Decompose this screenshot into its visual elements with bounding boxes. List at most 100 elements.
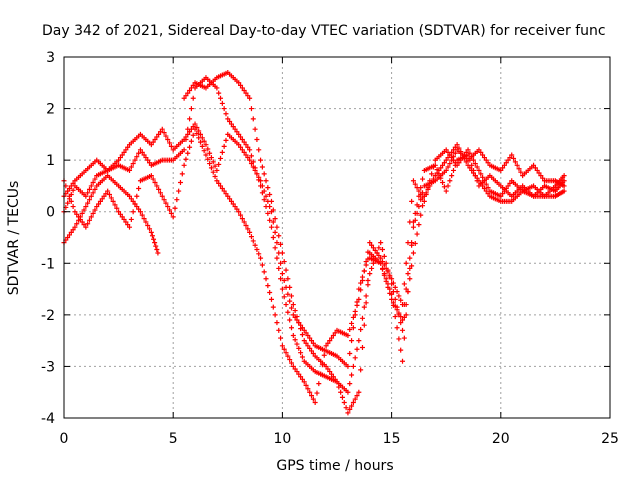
data-point-trail [241,149,247,155]
data-point [443,157,449,163]
data-point-trail [243,142,249,148]
data-point [116,209,122,215]
data-point-trail [223,137,229,143]
data-point [258,183,264,189]
data-point-trail [347,381,353,387]
data-point-trail [85,200,91,206]
data-point-trail [174,197,180,203]
data-point-trail [343,405,349,411]
data-point-trail [287,298,293,304]
data-point-trail [218,95,224,101]
data-point-trail [501,188,507,194]
data-point-trail [307,389,313,395]
data-point-trail [350,400,356,406]
data-point-trail [227,118,233,124]
data-point-trail [347,351,353,357]
data-point-trail [416,204,422,210]
data-point [192,126,198,132]
data-point-trail [440,162,446,168]
data-point-trail [292,308,298,314]
data-point-trail [121,216,127,222]
data-point-trail [259,262,265,268]
data-point-trail [319,362,325,368]
data-point-trail [267,192,273,198]
data-point-trail [259,164,265,170]
data-point [83,193,89,199]
data-point-trail [263,204,269,210]
data-point-trail [414,185,420,191]
data-point-trail [299,376,305,382]
data-point [312,400,318,406]
data-point-trail [385,284,391,290]
data-point-trail [294,369,300,375]
data-point-trail [318,371,324,377]
data-point-trail [298,326,304,332]
data-point-trail [289,360,294,366]
data-point-trail [390,280,396,286]
data-point-trail [452,144,458,150]
data-point-trail [139,149,145,155]
data-point-trail [383,278,389,284]
data-point-trail [538,173,544,179]
data-point-trail [380,259,385,265]
data-point-trail [332,376,338,382]
data-point-trail [289,293,294,299]
data-point-trail [418,212,424,218]
data-point-trail [369,265,375,271]
data-point-trail [481,178,487,184]
data-point-trail [350,363,356,369]
data-point-trail [128,164,134,170]
data-point-trail [274,255,280,261]
data-point-trail [272,229,278,235]
data-point-trail [265,185,271,191]
data-point-trail [398,347,404,353]
data-point-trail [359,345,365,351]
data-point-trail [185,131,191,137]
data-point-trail [150,139,156,145]
data-point-trail [274,224,280,230]
data-point-trail [230,124,236,130]
data-point-trail [463,149,469,155]
data-point-trail [403,286,409,292]
data-point-trail [381,262,387,268]
data-point-trail [232,204,238,210]
x-tick-label: 0 [60,431,69,447]
data-point-trail [347,406,353,412]
data-point-trail [461,152,467,158]
data-point-trail [218,155,224,161]
data-point-trail [188,138,194,144]
data-point-trail [274,320,280,326]
data-point-trail [70,187,76,193]
data-point-trail [263,178,269,184]
data-point-trail [194,130,200,136]
data-point [410,224,416,230]
data-point-trail [70,227,76,233]
data-point-trail [447,152,453,158]
data-point [323,363,329,369]
data-point-trail [190,95,196,101]
data-point-trail [157,129,163,135]
data-point-trail [210,169,216,175]
data-point-trail [325,366,331,372]
data-point-trail [263,276,269,282]
data-point-trail [228,198,234,204]
data-point-trail [223,191,229,197]
data-point-trail [88,214,94,220]
data-point [400,358,406,364]
data-point-trail [276,265,282,271]
data-point-trail [396,293,402,299]
data-point-trail [281,346,287,352]
data-point-trail [76,214,82,220]
data-point-trail [205,146,211,152]
data-point-trail [287,357,293,363]
data-point-trail [352,396,358,402]
data-point-trail [188,85,194,91]
data-point [400,327,406,333]
data-point-trail [409,263,415,269]
plot-frame [63,56,611,419]
data-point-trail [278,276,284,282]
data-point-trail [485,191,491,197]
data-point-trail [480,183,486,189]
data-point-trail [218,183,224,189]
data-point-trail [429,171,435,177]
